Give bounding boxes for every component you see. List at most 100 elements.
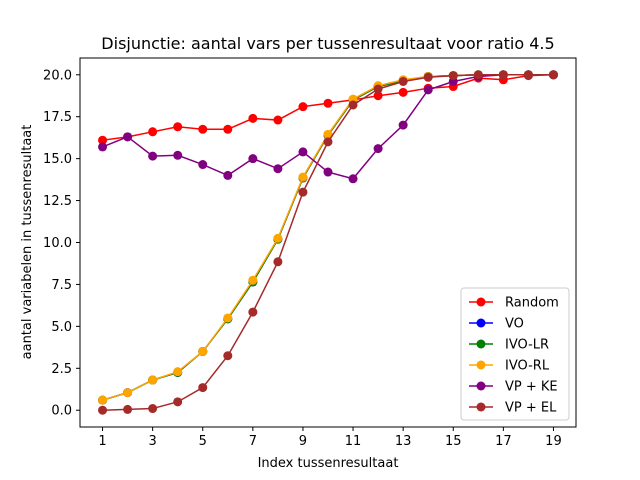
data-point (398, 76, 408, 86)
data-point (173, 122, 183, 132)
legend-entry: IVO-RL (469, 359, 550, 374)
y-tick-label: 5.0 (51, 320, 72, 335)
series-layer (98, 70, 558, 415)
legend-label: Random (505, 296, 559, 311)
legend-entry: VP + KE (469, 380, 558, 395)
x-tick-label: 17 (495, 434, 512, 449)
legend-label: VO (505, 317, 524, 332)
legend-entry: VP + EL (469, 401, 557, 416)
data-point (223, 313, 233, 323)
data-point (123, 132, 133, 142)
data-point (223, 351, 233, 361)
x-tick-label: 19 (545, 434, 562, 449)
legend: Random VO IVO-LR IVO-RL VP + KE VP + EL (460, 287, 570, 421)
data-point (223, 170, 233, 180)
data-point (148, 404, 158, 414)
axes-layer: 1 3 5 7 9 11 13 15 17 190.02.55.07.510.012.515.01… (43, 57, 577, 449)
data-point (173, 150, 183, 160)
data-point (348, 100, 358, 110)
legend-label: IVO-RL (505, 359, 550, 374)
data-point (473, 70, 483, 80)
y-tick-label: 20.0 (43, 68, 72, 83)
x-tick-label: 11 (345, 434, 362, 449)
data-point (173, 397, 183, 407)
data-point (273, 233, 283, 243)
data-point (148, 375, 158, 385)
data-point (248, 275, 258, 285)
data-point (198, 383, 208, 393)
data-point (298, 172, 308, 182)
data-point (198, 160, 208, 170)
x-tick-label: 13 (395, 434, 412, 449)
x-tick-label: 3 (149, 434, 157, 449)
data-point (323, 137, 333, 147)
y-tick-label: 17.5 (43, 110, 72, 125)
x-axis-title: Index tussenresultaat (258, 456, 399, 471)
y-tick-label: 2.5 (51, 362, 72, 377)
data-point (448, 71, 458, 81)
data-point (98, 395, 108, 405)
y-tick-label: 15.0 (43, 152, 72, 167)
data-point (248, 113, 258, 123)
y-tick-label: 12.5 (43, 194, 72, 209)
series-random (98, 70, 558, 145)
x-tick-label: 7 (249, 434, 257, 449)
data-point (123, 404, 133, 414)
legend-entry: VO (469, 317, 524, 332)
data-point (398, 120, 408, 130)
legend-marker (476, 297, 486, 307)
series-vp-el (98, 70, 558, 415)
data-point (373, 91, 383, 101)
legend-label: VP + KE (505, 380, 558, 395)
y-tick-label: 0.0 (51, 404, 72, 419)
data-point (248, 154, 258, 164)
data-point (498, 70, 508, 80)
chart-title: Disjunctie: aantal vars per tussenresult… (101, 34, 554, 53)
data-point (273, 115, 283, 125)
data-point (223, 124, 233, 134)
y-tick-label: 7.5 (51, 278, 72, 293)
data-point (373, 84, 383, 94)
data-point (423, 72, 433, 82)
data-point (323, 98, 333, 108)
data-point (248, 307, 258, 317)
data-point (323, 167, 333, 177)
legend-entry: IVO-LR (469, 338, 549, 353)
data-point (348, 174, 358, 184)
data-point (523, 70, 533, 80)
data-point (148, 127, 158, 137)
data-point (423, 85, 433, 95)
data-point (323, 129, 333, 139)
x-tick-label: 9 (299, 434, 307, 449)
data-point (298, 147, 308, 157)
data-point (298, 102, 308, 112)
data-point (123, 388, 133, 398)
data-point (273, 257, 283, 267)
data-point (198, 124, 208, 134)
legend-entry: Random (469, 296, 559, 311)
x-tick-label: 1 (98, 434, 106, 449)
data-point (273, 164, 283, 174)
legend-marker (476, 381, 486, 391)
data-point (98, 142, 108, 152)
legend-label: VP + EL (505, 401, 557, 416)
legend-marker (476, 339, 486, 349)
data-point (298, 187, 308, 197)
y-tick-label: 10.0 (43, 236, 72, 251)
x-tick-label: 5 (199, 434, 207, 449)
legend-label: IVO-LR (505, 338, 549, 353)
data-point (548, 70, 558, 80)
data-point (198, 347, 208, 357)
data-point (173, 367, 183, 377)
legend-box (460, 287, 570, 421)
data-point (98, 135, 108, 145)
data-point (398, 87, 408, 97)
data-point (148, 151, 158, 161)
data-point (373, 144, 383, 154)
legend-marker (476, 360, 486, 370)
legend-marker (476, 402, 486, 412)
x-tick-label: 15 (445, 434, 462, 449)
data-point (98, 405, 108, 415)
